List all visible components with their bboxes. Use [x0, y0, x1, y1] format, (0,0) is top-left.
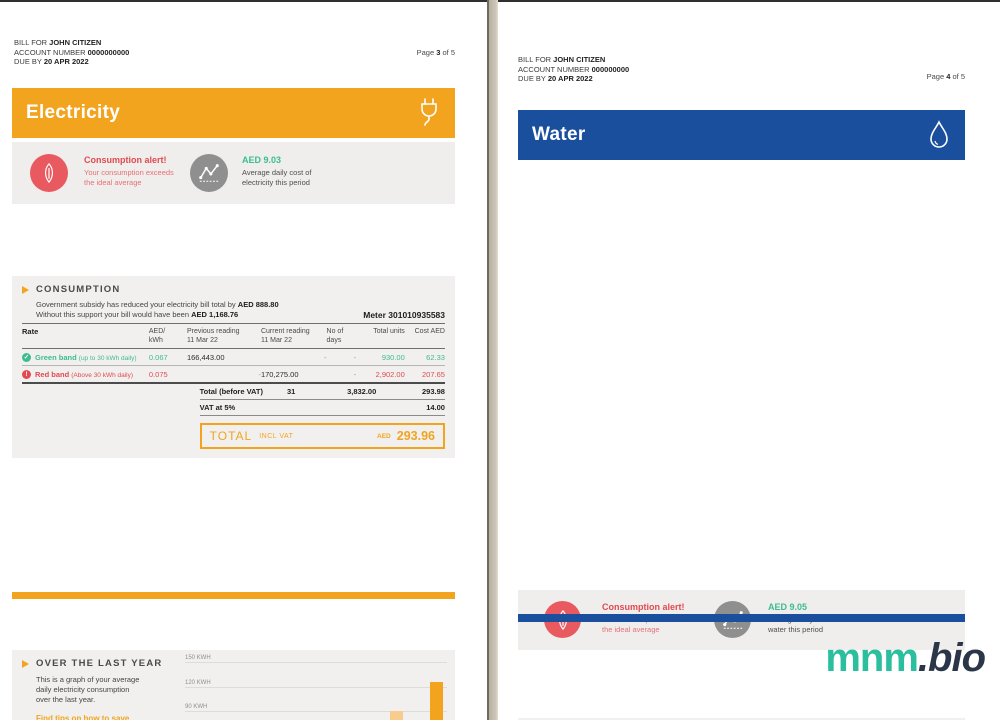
chart-gridline: 90 KWH	[185, 704, 447, 713]
alert-title: Consumption alert!	[84, 155, 167, 165]
water-footer-bar	[518, 614, 965, 622]
grand-total-box: TOTAL INCL VAT AED 293.96	[199, 423, 445, 449]
red-band-row: ! Red band (Above 30 kWh daily) 0.075 - …	[22, 366, 445, 384]
subsidy-line: Government subsidy has reduced your elec…	[36, 300, 279, 309]
due-line: DUE BY 20 APR 2022	[14, 57, 89, 66]
alert-title: Consumption alert!	[602, 602, 685, 612]
tips-heading: Find tips on how to save	[36, 714, 130, 720]
bill-for-line: BILL FOR JOHN CITIZEN	[14, 38, 102, 47]
vat-row: VAT at 5% 14.00	[199, 400, 445, 416]
alert-icon: !	[22, 369, 31, 379]
account-line: ACCOUNT NUMBER 0000000000	[14, 47, 130, 57]
chart-ytick-label: 120 KWH	[185, 679, 211, 686]
support-line: Without this support your bill would hav…	[36, 310, 445, 320]
last-year-heading: OVER THE LAST YEAR	[22, 658, 445, 669]
totals-block: Total (before VAT) 31 3,832.00 293.98 VA…	[199, 384, 445, 416]
bill-for-line: BILL FOR JOHN CITIZEN	[518, 55, 606, 64]
daily-cost-value: AED 9.03	[242, 155, 282, 165]
section-triangle-icon	[22, 285, 29, 294]
total-before-vat-row: Total (before VAT) 31 3,832.00 293.98	[199, 384, 445, 400]
banner-title: Electricity	[26, 102, 121, 123]
water-drop-icon	[927, 120, 951, 150]
page-divider	[487, 0, 498, 720]
water-consumption-section: CONSUMPTION Government subsidy has reduc…	[518, 718, 965, 720]
page-number: Page 3 of 5	[416, 48, 455, 57]
electricity-footer-bar	[12, 592, 455, 599]
electricity-last-year-section: OVER THE LAST YEAR This is a graph of yo…	[12, 650, 455, 720]
logo-primary: mnm	[825, 636, 919, 680]
water-banner: Water	[518, 110, 965, 160]
last-year-description: This is a graph of your average daily el…	[36, 675, 140, 704]
chart-ytick-label: 150 KWH	[185, 654, 211, 661]
chart-gridline: 150 KWH	[185, 655, 447, 663]
chart-ytick-label: 90 KWH	[185, 704, 208, 711]
due-line: DUE BY 20 APR 2022	[518, 74, 593, 83]
logo-secondary: .bio	[917, 636, 986, 680]
bill-header-info: BILL FOR JOHN CITIZEN ACCOUNT NUMBER 000…	[14, 38, 129, 67]
mnm-bio-logo: mnm.bio	[760, 636, 986, 681]
electricity-alert-strip: Consumption alert! Your consumption exce…	[12, 142, 455, 204]
screenshot-top-edge	[0, 0, 1000, 2]
daily-cost-text: Average daily cost of electricity this pe…	[242, 168, 312, 187]
green-band-row: ✓ Green band (up to 30 kWh daily) 0.067 …	[22, 349, 445, 366]
consumption-heading: CONSUMPTION	[22, 284, 445, 295]
meter-number: Meter 301010935583	[363, 310, 445, 320]
page-water: BILL FOR JOHN CITIZEN ACCOUNT NUMBER 000…	[0, 55, 1000, 720]
page-number: Page 4 of 5	[926, 72, 965, 81]
rate-table-header: Rate AED/kWh Previous reading 11 Mar 22 C…	[22, 323, 445, 349]
page-electricity: BILL FOR JOHN CITIZEN ACCOUNT NUMBER 000…	[12, 38, 455, 720]
daily-cost-value: AED 9.05	[768, 602, 808, 612]
leaf-icon	[30, 154, 68, 192]
chart-bar-feb-10	[390, 711, 404, 720]
electricity-banner: Electricity	[12, 88, 455, 138]
bill-header-info: BILL FOR JOHN CITIZEN ACCOUNT NUMBER 000…	[518, 55, 629, 84]
banner-title: Water	[532, 124, 586, 145]
chart-bar-apr-12	[430, 682, 444, 720]
electricity-consumption-section: CONSUMPTION Government subsidy has reduc…	[12, 276, 455, 458]
check-icon: ✓	[22, 352, 31, 362]
account-line: ACCOUNT NUMBER 000000000	[518, 64, 630, 74]
trend-chart-icon	[190, 154, 228, 192]
section-triangle-icon	[22, 659, 29, 668]
plug-icon	[417, 98, 441, 128]
chart-gridline: 120 KWH	[185, 680, 447, 688]
